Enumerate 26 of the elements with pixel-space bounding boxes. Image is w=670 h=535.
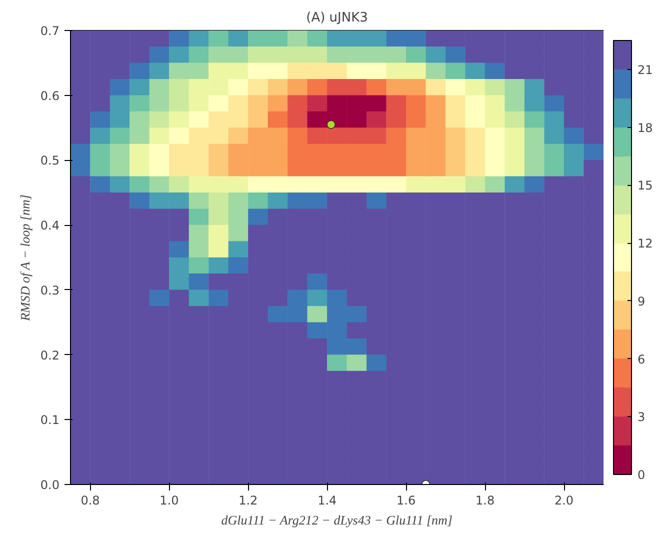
x-tick-label: 2.0 [554, 494, 574, 508]
color-bar-label: 12 [638, 236, 653, 251]
y-tick-label: 0.1 [40, 413, 60, 428]
color-bar-label: 3 [638, 410, 646, 424]
x-axis-title: dGlu111 − Arg212 − dLys43 − Glu111 [nm] [221, 512, 452, 528]
y-tick-label: 0.5 [40, 154, 60, 168]
y-axis-title: RMSD of A − loop [nm] [17, 194, 32, 322]
x-tick-label: 1.4 [318, 494, 337, 508]
chart-title: (A) uJNK3 [306, 10, 368, 26]
color-bar-label: 21 [638, 62, 653, 77]
color-bar-label: 15 [638, 178, 653, 193]
x-tick-label: 1.8 [476, 494, 495, 508]
x-tick-label: 0.8 [80, 494, 100, 508]
color-bar-label: 6 [638, 352, 646, 366]
color-bar-label: 18 [638, 120, 653, 135]
y-tick-label: 0.0 [40, 478, 60, 492]
y-tick-label: 0.3 [40, 283, 60, 298]
y-tick-label: 0.6 [40, 88, 60, 103]
color-bar-label: 0 [638, 468, 646, 482]
color-bar-label: 9 [638, 294, 646, 308]
x-tick-label: 1.0 [160, 494, 179, 508]
x-tick-label: 1.6 [396, 494, 416, 508]
x-tick-label: 1.2 [238, 494, 258, 508]
y-tick-label: 0.4 [40, 218, 60, 233]
y-tick-label: 0.2 [40, 348, 60, 362]
y-tick-label: 0.7 [40, 24, 60, 38]
